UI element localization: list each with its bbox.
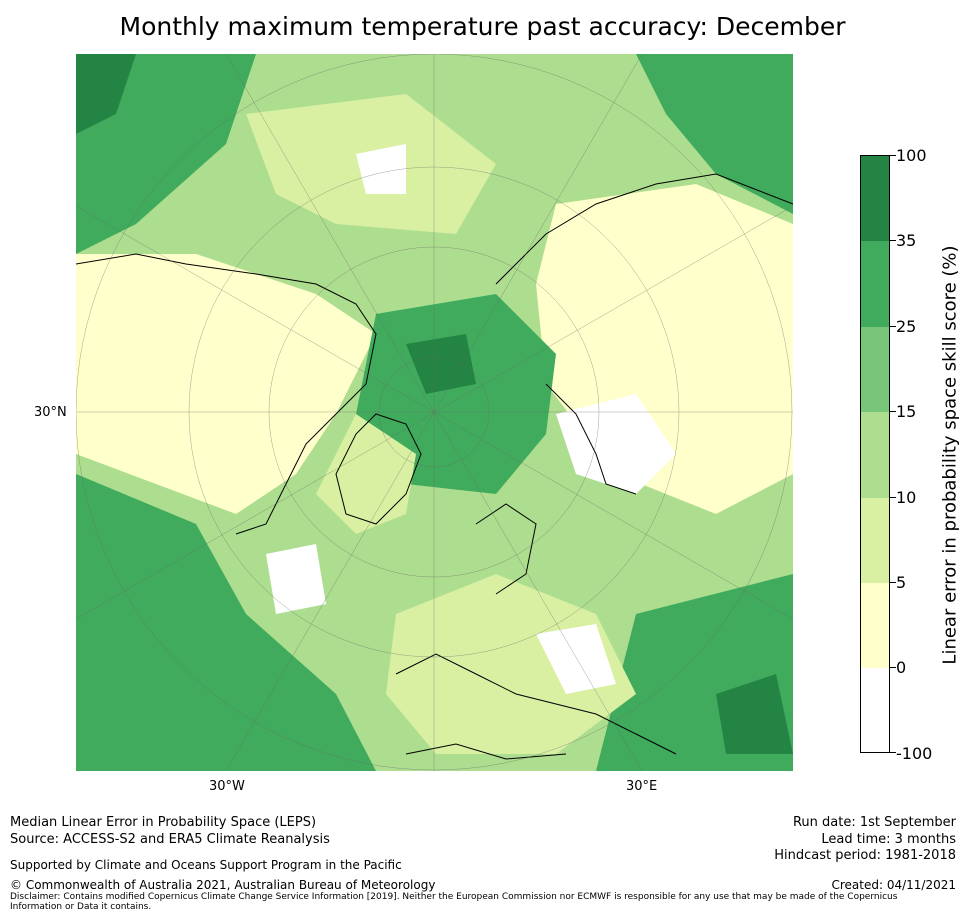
colorbar-seg-15-25: [861, 326, 889, 413]
coastline-mediterranean: [405, 743, 567, 760]
region-white-patch-3: [266, 544, 326, 614]
region-white-patch-2: [536, 624, 616, 694]
coastline-greenland: [335, 413, 422, 525]
colorbar-label-0: 0: [896, 658, 907, 677]
colorbar-tick: [890, 667, 896, 668]
colorbar-seg-5-10: [861, 497, 889, 583]
colorbar-label-5: 5: [896, 573, 907, 592]
footer-run-date: Run date: 1st September: [792, 815, 956, 830]
footer-hindcast: Hindcast period: 1981-2018: [774, 848, 956, 863]
colorbar-tick: [890, 326, 896, 327]
footer-disclaimer: Disclaimer: Contains modified Copernicus…: [10, 892, 898, 912]
region-sw: [76, 474, 376, 771]
footer-source: Source: ACCESS-S2 and ERA5 Climate Reana…: [10, 832, 330, 847]
colorbar-label-15: 15: [896, 402, 917, 421]
footer-lead-time: Lead time: 3 months: [821, 832, 956, 847]
colorbar-tick: [890, 155, 896, 156]
polar-map[interactable]: [76, 54, 793, 771]
region-west-land: [76, 254, 376, 514]
colorbar: [860, 155, 890, 753]
colorbar-seg-35-100: [861, 156, 889, 242]
region-europe: [386, 574, 636, 754]
coastline-north-america: [76, 253, 377, 535]
meridian-150: [225, 54, 643, 771]
coastline-europe: [395, 653, 677, 755]
colorbar-label-35: 35: [896, 231, 917, 250]
region-greenland: [316, 414, 416, 534]
colorbar-title: Linear error in probability space skill …: [939, 245, 961, 665]
lon-label-30e: 30°E: [626, 779, 658, 794]
region-ne: [636, 54, 793, 214]
coastline-scandinavia: [475, 503, 537, 595]
lon-label-30w: 30°W: [209, 779, 245, 794]
colorbar-seg-25-35: [861, 241, 889, 327]
footer-created: Created: 04/11/2021: [831, 878, 956, 892]
coastline-asia-east: [545, 383, 637, 495]
footer-leps: Median Linear Error in Probability Space…: [10, 815, 317, 830]
colorbar-tick: [890, 752, 896, 753]
colorbar-seg-0-5: [861, 583, 889, 669]
chart-title: Monthly maximum temperature past accurac…: [119, 12, 846, 41]
colorbar-seg-neg100-0: [861, 668, 889, 752]
region-darkest-1: [406, 334, 476, 394]
coastline-eurasia: [495, 173, 793, 285]
colorbar-tick: [890, 497, 896, 498]
region-white-patch-4: [356, 144, 406, 194]
region-white-patch-1: [556, 394, 676, 494]
colorbar-seg-10-15: [861, 412, 889, 498]
colorbar-label-neg100: -100: [896, 744, 933, 763]
footer-support: Supported by Climate and Oceans Support …: [10, 858, 402, 872]
meridian-120: [76, 205, 793, 620]
region-dark-nw: [76, 54, 256, 254]
lat-label-30n: 30°N: [34, 405, 67, 420]
colorbar-tick: [890, 240, 896, 241]
map-svg: [76, 54, 793, 771]
colorbar-label-100: 100: [896, 146, 927, 165]
region-darkest-3: [76, 54, 136, 134]
footer-copyright: © Commonwealth of Australia 2021, Austra…: [10, 878, 436, 892]
colorbar-tick: [890, 582, 896, 583]
colorbar-label-10: 10: [896, 488, 917, 507]
region-darkest-2: [716, 674, 793, 754]
colorbar-label-25: 25: [896, 317, 917, 336]
colorbar-tick: [890, 411, 896, 412]
